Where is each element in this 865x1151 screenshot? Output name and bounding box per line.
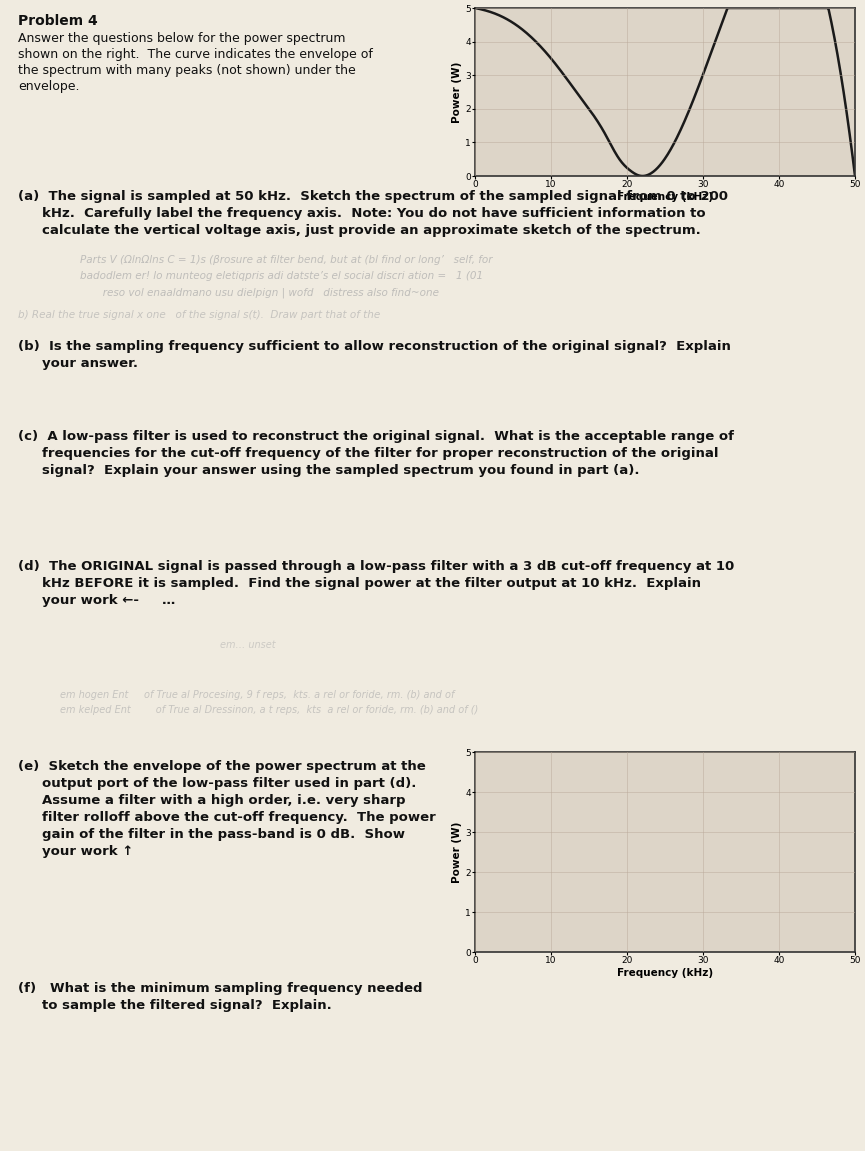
Text: (d)  The ORIGINAL signal is passed through a low-pass filter with a 3 dB cut-off: (d) The ORIGINAL signal is passed throug… bbox=[18, 561, 734, 573]
Y-axis label: Power (W): Power (W) bbox=[452, 822, 462, 883]
Text: shown on the right.  The curve indicates the envelope of: shown on the right. The curve indicates … bbox=[18, 48, 373, 61]
Text: Assume a filter with a high order, i.e. very sharp: Assume a filter with a high order, i.e. … bbox=[42, 794, 406, 807]
Text: your work ↑: your work ↑ bbox=[42, 845, 133, 857]
Text: em hogen Ent     of True al Procesing, 9 f reps,  kts. a rel or foride, rm. (b) : em hogen Ent of True al Procesing, 9 f r… bbox=[60, 689, 454, 700]
Text: Parts V (ΩlnΩlns C = 1)s (βrosure at filter bend, but at (bl find or long’   sel: Parts V (ΩlnΩlns C = 1)s (βrosure at fil… bbox=[80, 256, 492, 265]
Text: signal?  Explain your answer using the sampled spectrum you found in part (a).: signal? Explain your answer using the sa… bbox=[42, 464, 639, 477]
Text: (b)  Is the sampling frequency sufficient to allow reconstruction of the origina: (b) Is the sampling frequency sufficient… bbox=[18, 340, 731, 353]
Text: output port of the low-pass filter used in part (d).: output port of the low-pass filter used … bbox=[42, 777, 416, 790]
Text: em kelped Ent        of True al Dressinon, a t reps,  kts  a rel or foride, rm. : em kelped Ent of True al Dressinon, a t … bbox=[60, 706, 478, 715]
Text: (e)  Sketch the envelope of the power spectrum at the: (e) Sketch the envelope of the power spe… bbox=[18, 760, 426, 773]
Text: (c)  A low-pass filter is used to reconstruct the original signal.  What is the : (c) A low-pass filter is used to reconst… bbox=[18, 430, 734, 443]
Text: b) Real the true signal x one   of the signal s(t).  Draw part that of the: b) Real the true signal x one of the sig… bbox=[18, 310, 381, 320]
Text: calculate the vertical voltage axis, just provide an approximate sketch of the s: calculate the vertical voltage axis, jus… bbox=[42, 224, 701, 237]
Text: your answer.: your answer. bbox=[42, 357, 138, 369]
Text: badodlem er! lo munteog eletiqpris adi datste’s el social discri ation =   1 (01: badodlem er! lo munteog eletiqpris adi d… bbox=[80, 270, 484, 281]
Text: your work ←-     …: your work ←- … bbox=[42, 594, 176, 607]
Text: Problem 4: Problem 4 bbox=[18, 14, 98, 28]
X-axis label: Frequency (kHz): Frequency (kHz) bbox=[617, 968, 713, 978]
X-axis label: Frequency (kHz): Frequency (kHz) bbox=[617, 192, 713, 201]
Text: gain of the filter in the pass-band is 0 dB.  Show: gain of the filter in the pass-band is 0… bbox=[42, 828, 405, 841]
Text: em… unset: em… unset bbox=[220, 640, 276, 650]
Text: filter rolloff above the cut-off frequency.  The power: filter rolloff above the cut-off frequen… bbox=[42, 811, 436, 824]
Text: kHz.  Carefully label the frequency axis.  Note: You do not have sufficient info: kHz. Carefully label the frequency axis.… bbox=[42, 207, 706, 220]
Text: to sample the filtered signal?  Explain.: to sample the filtered signal? Explain. bbox=[42, 999, 332, 1012]
Text: reso vol enaaldmano usu dielpign | wofd   distress also find~one: reso vol enaaldmano usu dielpign | wofd … bbox=[80, 287, 439, 297]
Text: envelope.: envelope. bbox=[18, 81, 80, 93]
Text: (f)   What is the minimum sampling frequency needed: (f) What is the minimum sampling frequen… bbox=[18, 982, 422, 994]
Text: frequencies for the cut-off frequency of the filter for proper reconstruction of: frequencies for the cut-off frequency of… bbox=[42, 447, 719, 460]
Text: the spectrum with many peaks (not shown) under the: the spectrum with many peaks (not shown)… bbox=[18, 64, 356, 77]
Text: kHz BEFORE it is sampled.  Find the signal power at the filter output at 10 kHz.: kHz BEFORE it is sampled. Find the signa… bbox=[42, 577, 701, 590]
Y-axis label: Power (W): Power (W) bbox=[452, 61, 462, 123]
Text: (a)  The signal is sampled at 50 kHz.  Sketch the spectrum of the sampled signal: (a) The signal is sampled at 50 kHz. Ske… bbox=[18, 190, 728, 203]
Text: Answer the questions below for the power spectrum: Answer the questions below for the power… bbox=[18, 32, 345, 45]
